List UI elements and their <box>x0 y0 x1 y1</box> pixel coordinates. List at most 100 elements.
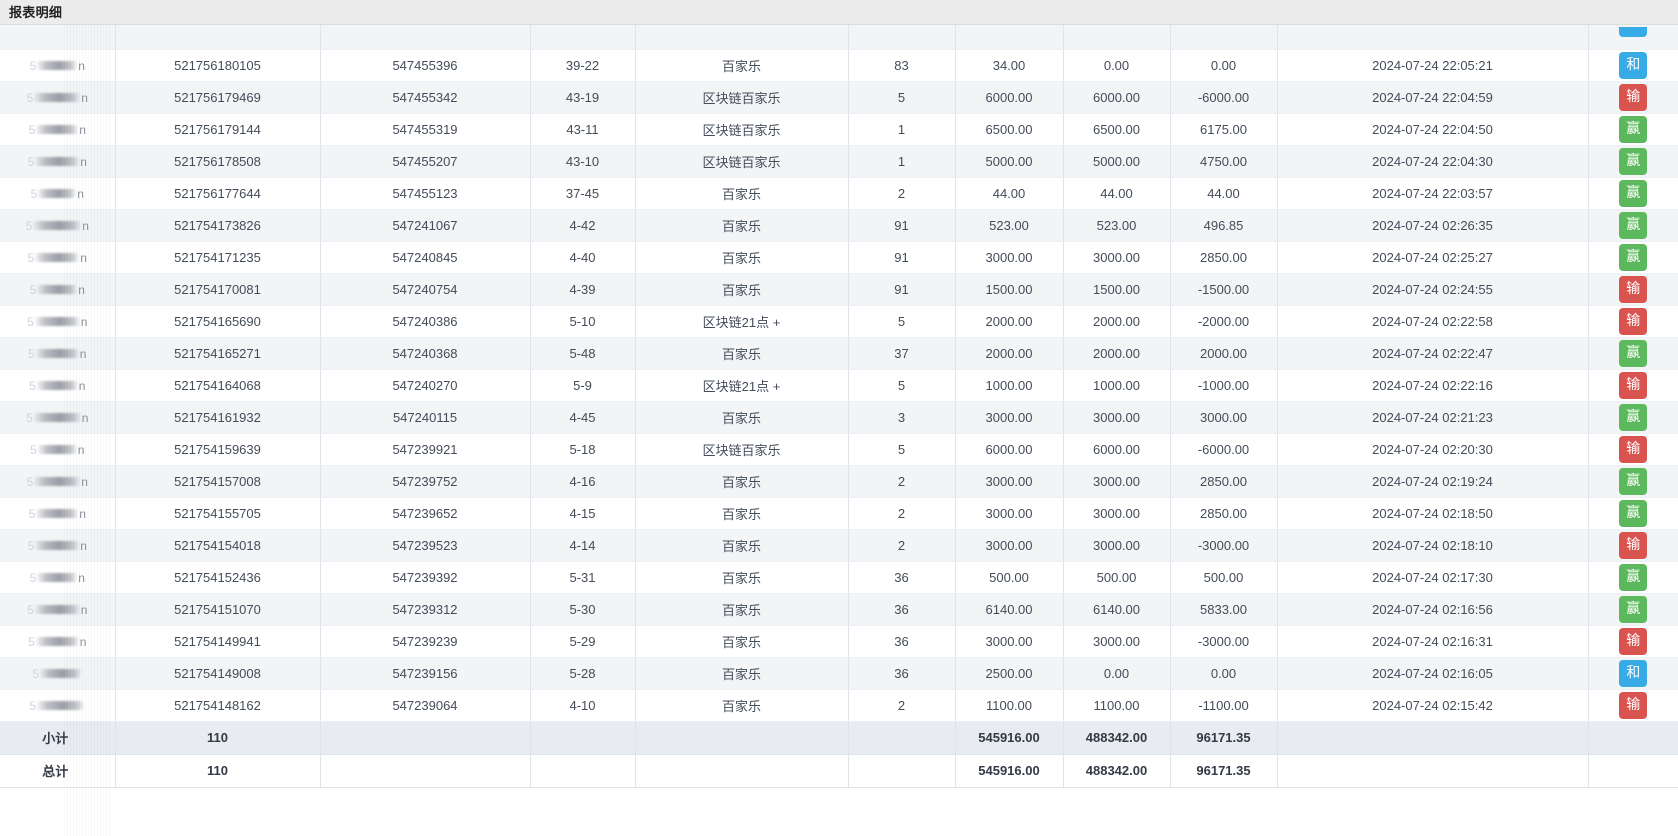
cell-table-round: 4-14 <box>530 529 636 562</box>
table-row[interactable]: 5 n 521756177644 547455123 37-45 百家乐 2 44.00 44.… <box>0 177 1678 210</box>
cell-win-loss: 500.00 <box>1170 561 1278 594</box>
cell-game-name: 百家乐 <box>635 465 849 498</box>
cell-seat: 36 <box>848 593 956 626</box>
cell-game-name: 百家乐 <box>635 689 849 722</box>
status-badge-cell: 赢 <box>1588 113 1678 146</box>
footer-valid-bet: 488342.00 <box>1063 754 1171 788</box>
cell-bill-no: 521754165690 <box>115 305 321 338</box>
table-row[interactable]: 5 n 521754149941 547239239 5-29 百家乐 36 3000.00 3… <box>0 625 1678 658</box>
cell-game-name: 百家乐 <box>635 497 849 530</box>
status-badge-cell: 输 <box>1588 305 1678 338</box>
table-row[interactable]: 5 n 521754155705 547239652 4-15 百家乐 2 3000.00 30… <box>0 497 1678 530</box>
cell-round-no: 547240754 <box>320 273 531 306</box>
cell-table-round: 4-42 <box>530 209 636 242</box>
status-badge-cell: 赢 <box>1588 337 1678 370</box>
cell-bill-no: 521756179144 <box>115 113 321 146</box>
cell-valid-bet: 44.00 <box>1063 177 1171 210</box>
cell-time: 2024-07-24 02:17:30 <box>1277 561 1589 594</box>
cell-bill-no: 521754171235 <box>115 241 321 274</box>
table-row[interactable]: 5 521754149008 547239156 5-28 百家乐 36 2500.00 0.… <box>0 657 1678 690</box>
status-badge-cell: 输 <box>1588 433 1678 466</box>
cell-empty <box>1588 754 1678 788</box>
table-row[interactable]: 5 n 521756179469 547455342 43-19 区块链百家乐 5 6000.… <box>0 81 1678 114</box>
status-badge-cell: 输 <box>1588 689 1678 722</box>
cell-empty <box>848 754 956 788</box>
table-row[interactable]: 5 n 521754161932 547240115 4-45 百家乐 3 3000.00 30… <box>0 401 1678 434</box>
cell-round-no: 547455207 <box>320 145 531 178</box>
status-badge: 输 <box>1619 435 1648 463</box>
table-row[interactable]: 5 n 521756179144 547455319 43-11 区块链百家乐 1 6500.… <box>0 113 1678 146</box>
cell-round-no: 547455123 <box>320 177 531 210</box>
table-row[interactable]: 5 n 521754152436 547239392 5-31 百家乐 36 500.00 50… <box>0 561 1678 594</box>
cell-seat: 36 <box>848 561 956 594</box>
cell-username-redacted: 5 <box>0 657 116 690</box>
cell-bet-amount: 6000.00 <box>955 81 1064 114</box>
report-table-viewport[interactable]: 5 n 521756180105 547455396 39-22 百家乐 83 34.00 0.… <box>0 25 1678 836</box>
cell-time: 2024-07-24 22:04:50 <box>1277 113 1589 146</box>
cell-seat: 83 <box>848 49 956 82</box>
table-row[interactable]: 5 n 521756178508 547455207 43-10 区块链百家乐 1 5000.… <box>0 145 1678 178</box>
table-row[interactable]: 5 n 521754157008 547239752 4-16 百家乐 2 3000.00 30… <box>0 465 1678 498</box>
cell-empty <box>955 25 1064 50</box>
cell-round-no: 547239064 <box>320 689 531 722</box>
table-row[interactable]: 5 n 521754165690 547240386 5-10 区块链21点 +5 2000… <box>0 305 1678 338</box>
table-row[interactable]: 5 n 521754165271 547240368 5-48 百家乐 37 2000.00 2… <box>0 337 1678 370</box>
cell-time: 2024-07-24 02:22:16 <box>1277 369 1589 402</box>
table-row[interactable]: 5 n 521754154018 547239523 4-14 百家乐 2 3000.00 30… <box>0 529 1678 562</box>
table-row[interactable]: 5 n 521754159639 547239921 5-18 区块链百家乐 5 6000.0… <box>0 433 1678 466</box>
cell-valid-bet: 3000.00 <box>1063 241 1171 274</box>
page-title: 报表明细 <box>9 4 63 20</box>
cell-empty <box>320 25 531 50</box>
cell-seat: 91 <box>848 209 956 242</box>
status-badge-cell: 输 <box>1588 625 1678 658</box>
table-row[interactable]: 5 n 521754170081 547240754 4-39 百家乐 91 1500.00 1… <box>0 273 1678 306</box>
cell-seat: 2 <box>848 497 956 530</box>
cell-seat: 5 <box>848 81 956 114</box>
cell-bill-no: 521756177644 <box>115 177 321 210</box>
table-row[interactable]: 5 n 521754151070 547239312 5-30 百家乐 36 6140.00 6… <box>0 593 1678 626</box>
cell-table-round: 43-11 <box>530 113 636 146</box>
table-row[interactable]: 5 521754148162 547239064 4-10 百家乐 2 1100.00 110… <box>0 689 1678 722</box>
status-badge-cell: 输 <box>1588 81 1678 114</box>
cell-seat: 36 <box>848 657 956 690</box>
cell-empty <box>530 754 636 788</box>
table-row[interactable]: 5 n 521754173826 547241067 4-42 百家乐 91 523.00 52… <box>0 209 1678 242</box>
cell-game-name: 区块链百家乐 <box>635 433 849 466</box>
cell-empty <box>635 25 849 50</box>
cell-valid-bet: 0.00 <box>1063 49 1171 82</box>
cell-valid-bet: 6140.00 <box>1063 593 1171 626</box>
cell-empty <box>320 721 531 755</box>
cell-table-round: 5-10 <box>530 305 636 338</box>
cell-game-name: 百家乐 <box>635 401 849 434</box>
table-row[interactable]: 5 n 521754164068 547240270 5-9 区块链21点 +5 1000.… <box>0 369 1678 402</box>
cell-win-loss: -1100.00 <box>1170 689 1278 722</box>
footer-valid-bet: 488342.00 <box>1063 721 1171 755</box>
table-row[interactable]: 5 n 521754171235 547240845 4-40 百家乐 91 3000.00 3… <box>0 241 1678 274</box>
cell-bill-no: 521754149941 <box>115 625 321 658</box>
cell-bill-no: 521754149008 <box>115 657 321 690</box>
cell-bill-no: 521756180105 <box>115 49 321 82</box>
window-titlebar: 报表明细 <box>0 0 1678 25</box>
cell-bet-amount: 3000.00 <box>955 401 1064 434</box>
cell-valid-bet: 3000.00 <box>1063 497 1171 530</box>
cell-bill-no: 521754164068 <box>115 369 321 402</box>
cell-time: 2024-07-24 02:18:50 <box>1277 497 1589 530</box>
cell-empty <box>115 25 321 50</box>
cell-table-round: 5-28 <box>530 657 636 690</box>
table-row[interactable]: 5 n 521756180105 547455396 39-22 百家乐 83 34.00 0.… <box>0 49 1678 82</box>
cell-win-loss: 2850.00 <box>1170 241 1278 274</box>
cell-valid-bet: 3000.00 <box>1063 401 1171 434</box>
status-badge-cell: 赢 <box>1588 593 1678 626</box>
cell-table-round: 5-30 <box>530 593 636 626</box>
